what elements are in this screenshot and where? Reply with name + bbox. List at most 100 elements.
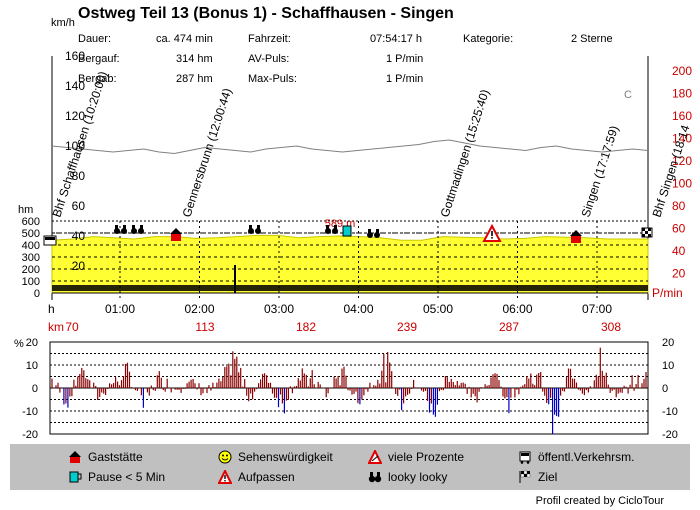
pulse-tick-label: 100 (672, 177, 692, 191)
legend-gaststaette: Gaststätte (68, 450, 143, 464)
pulse-tick-label: 60 (672, 222, 686, 236)
legend-gaststaette-label: Gaststätte (88, 450, 143, 464)
speed-tick-label: 140 (65, 79, 85, 93)
avpuls-value: 1 P/min (386, 53, 424, 65)
km-tick-label: 70 (65, 320, 79, 334)
binoculars-marker (248, 225, 261, 234)
pulse-tick-label: 120 (672, 154, 692, 168)
time-tick-label: 03:00 (264, 302, 294, 316)
alt-tick-label: 600 (22, 216, 40, 228)
binoculars-marker (367, 229, 380, 238)
km-tick-label: 287 (499, 320, 519, 334)
legend-ziel-label: Ziel (538, 470, 558, 484)
alt-tick-label: 500 (22, 228, 40, 240)
elevation-area (51, 232, 649, 294)
pulse-tick-label: 200 (672, 64, 692, 78)
finish-marker (641, 227, 653, 238)
pause-line (52, 265, 648, 293)
bergauf-value: 314 hm (176, 53, 213, 65)
c-label: C (624, 89, 632, 101)
time-tick-label: 04:00 (343, 302, 373, 316)
pause-band (52, 285, 648, 291)
time-grid (119, 221, 598, 300)
route-markers (43, 223, 653, 246)
upper-labels: km/h160140120100806040202001801601401201… (18, 17, 692, 334)
pulse-tick-label: 160 (672, 109, 692, 123)
binoculars-icon (368, 470, 382, 484)
speed-tick-label: 20 (72, 259, 86, 273)
bergab-label: Bergab: (78, 73, 117, 85)
legend-prozente: viele Prozente (367, 448, 465, 464)
grade-tick-right: 10 (662, 360, 674, 372)
alt-tick-label: 0 (34, 288, 40, 300)
pause-marker (342, 225, 352, 237)
grade-tick-right: -10 (662, 406, 678, 418)
legend-pause-label: Pause < 5 Min (88, 470, 166, 484)
legend-prozente-label: viele Prozente (388, 450, 465, 464)
speed-tick-label: 40 (72, 229, 86, 243)
grade-tick-left: -20 (22, 429, 38, 441)
grade-tick-left: 0 (32, 383, 38, 395)
km-tick-label: 239 (397, 320, 417, 334)
binoculars-marker (114, 225, 127, 234)
legend-looky: looky looky (368, 470, 447, 484)
alt-tick-label: 100 (22, 276, 40, 288)
public-transport-icon (518, 450, 532, 464)
speed-tick-label: 120 (65, 109, 85, 123)
alt-tick-label: 400 (22, 240, 40, 252)
grade-tick-right: -20 (662, 429, 678, 441)
warning-marker (482, 223, 502, 242)
speed-tick-label: 160 (65, 49, 85, 63)
fahrzeit-label: Fahrzeit: (248, 33, 291, 45)
alt-tick-label: 300 (22, 252, 40, 264)
grade-tick-right: 0 (662, 383, 668, 395)
speed-tick-label: 100 (65, 139, 85, 153)
restaurant-icon (68, 450, 82, 464)
legend-sehens-label: Sehenswürdigkeit (238, 450, 333, 464)
km-tick-label: 308 (601, 320, 621, 334)
pulse-tick-label: 40 (672, 244, 686, 258)
binoculars-marker (325, 225, 338, 234)
speed-polyline (51, 139, 649, 155)
legend-looky-label: looky looky (388, 470, 448, 484)
maxpuls-label: Max-Puls: (248, 73, 297, 85)
legend-aufpassen: Aufpassen (217, 468, 295, 484)
time-unit-label: h (48, 302, 55, 316)
legend-pause: Pause < 5 Min (68, 470, 165, 484)
legend-aufpassen-label: Aufpassen (238, 470, 295, 484)
kategorie-label: Kategorie: (463, 33, 514, 45)
avpuls-label: AV-Puls: (248, 53, 290, 65)
restaurant-marker (170, 228, 182, 241)
page-title: Ostweg Teil 13 (Bonus 1) - Schaffhausen … (78, 5, 454, 22)
speed-line (51, 139, 649, 155)
legend-ziel: Ziel (518, 470, 557, 484)
warning-icon (217, 468, 233, 484)
grade-tick-right: 20 (662, 337, 674, 349)
speed-tick-label: 60 (72, 199, 86, 213)
legend-oeffentl-label: öffentl.Verkehrsm. (538, 450, 635, 464)
binoculars-marker (131, 225, 144, 234)
pulse-tick-label: 180 (672, 87, 692, 101)
pulse-tick-label: 20 (672, 267, 686, 281)
finish-flag-icon (518, 470, 532, 484)
legend-panel: Gaststätte Pause < 5 Min Sehenswürdigkei… (10, 444, 690, 490)
bergauf-label: Bergauf: (78, 53, 120, 65)
speed-tick-label: 80 (72, 169, 86, 183)
grade-unit-label: % (14, 338, 24, 350)
steep-grade-icon (367, 448, 383, 464)
pulse-tick-label: 140 (672, 132, 692, 146)
grade-bars (51, 347, 647, 434)
time-tick-label: 01:00 (105, 302, 135, 316)
km-tick-label: 182 (296, 320, 316, 334)
credit-text: Profil created by CicloTour (535, 495, 664, 507)
grade-tick-left: 10 (26, 360, 38, 372)
grade-tick-left: -10 (22, 406, 38, 418)
transport-marker (43, 235, 57, 246)
speed-unit-label: km/h (51, 17, 75, 29)
cup-icon (68, 470, 82, 484)
pulse-tick-label: 80 (672, 199, 686, 213)
dauer-value: ca. 474 min (156, 33, 213, 45)
elevation-polygon (51, 234, 649, 294)
